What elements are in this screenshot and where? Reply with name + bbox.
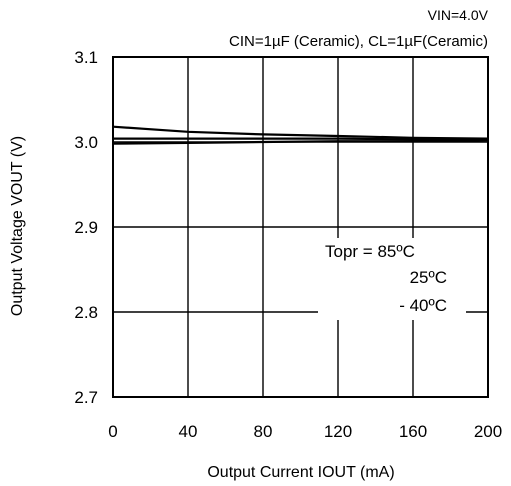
series-lines: [112, 125, 489, 145]
y-tick-label-4: 3.1: [74, 48, 98, 67]
x-tick-label-5: 200: [474, 422, 502, 441]
plot-frame: [112, 56, 489, 398]
y-tick-labels: 2.7 2.8 2.9 3.0 3.1: [74, 48, 98, 407]
y-tick-label-2: 2.9: [74, 218, 98, 237]
grid: [113, 57, 488, 397]
series-line-1: [113, 137, 488, 141]
y-tick-label-1: 2.8: [74, 303, 98, 322]
legend-label-85c: Topr = 85ºC: [325, 242, 415, 261]
y-axis-title: Output Voltage VOUT (V): [9, 136, 26, 316]
legend-label-25c: 25ºC: [410, 268, 447, 287]
series-line-2: [112, 139, 489, 145]
x-tick-labels: 0 40 80 120 160 200: [108, 422, 502, 441]
x-tick-label-4: 160: [399, 422, 427, 441]
condition-vin: VIN=4.0V: [428, 7, 489, 23]
series-line-0: [112, 125, 489, 140]
condition-capacitors: CIN=1µF (Ceramic), CL=1µF(Ceramic): [229, 33, 488, 50]
y-tick-label-0: 2.7: [74, 388, 98, 407]
x-axis-title: Output Current IOUT (mA): [207, 464, 394, 481]
legend-label-minus40c: - 40ºC: [399, 296, 447, 315]
legend-background: [318, 238, 466, 320]
x-tick-label-2: 80: [254, 422, 273, 441]
x-tick-label-3: 120: [324, 422, 352, 441]
x-tick-label-1: 40: [179, 422, 198, 441]
x-tick-label-0: 0: [108, 422, 117, 441]
y-tick-label-3: 3.0: [74, 133, 98, 152]
